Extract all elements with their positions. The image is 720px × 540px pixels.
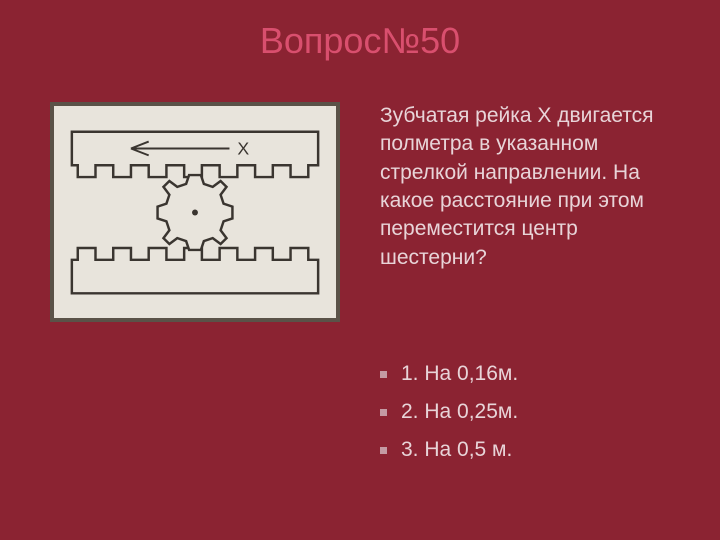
slide: Вопрос№50 X Зубчатая рейка X двигается п… (0, 0, 720, 540)
answer-list: 1. На 0,16м. 2. На 0,25м. 3. На 0,5 м. (380, 362, 670, 462)
gear (158, 175, 233, 250)
gear-rack-diagram: X (62, 114, 328, 311)
answer-option-2[interactable]: 2. На 0,25м. (380, 400, 670, 424)
diagram: X (50, 102, 340, 322)
question-title: Вопрос№50 (50, 20, 670, 62)
answer-label: 1. На 0,16м. (401, 362, 518, 386)
answer-label: 3. На 0,5 м. (401, 438, 512, 462)
top-rack (72, 132, 318, 177)
gear-center (192, 210, 198, 216)
bullet-icon (380, 447, 387, 454)
question-text: Зубчатая рейка X двигается полметра в ук… (380, 102, 670, 322)
bullet-icon (380, 371, 387, 378)
bullet-icon (380, 409, 387, 416)
answer-label: 2. На 0,25м. (401, 400, 518, 424)
answer-option-1[interactable]: 1. На 0,16м. (380, 362, 670, 386)
answer-option-3[interactable]: 3. На 0,5 м. (380, 438, 670, 462)
bottom-rack (72, 248, 318, 293)
content-row: X Зубчатая рейка X двигается полметра в … (50, 102, 670, 322)
rack-label: X (237, 138, 249, 158)
